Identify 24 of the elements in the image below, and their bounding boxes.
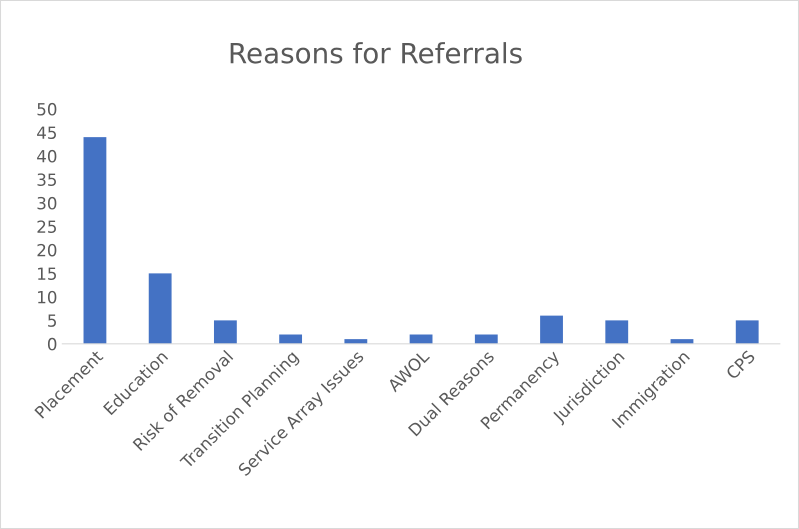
bar: [279, 334, 302, 344]
bar: [84, 137, 106, 344]
bar: [214, 320, 237, 344]
bar: [344, 339, 368, 344]
y-tick-label: 30: [38, 196, 56, 210]
bar: [410, 334, 432, 344]
y-tick-label: 10: [38, 290, 56, 304]
bar: [605, 320, 628, 344]
chart-title: Reasons for Referrals: [230, 42, 522, 64]
y-tick-label: 50: [38, 102, 56, 116]
y-tick-label: 20: [37, 244, 56, 256]
x-tick-label: CPS: [725, 350, 756, 380]
bar: [148, 273, 172, 344]
bar: [670, 339, 694, 344]
y-tick-label: 35: [38, 173, 56, 186]
y-tick-label: 25: [37, 220, 56, 233]
y-tick-label: 40: [37, 150, 56, 163]
y-tick-label: 0: [48, 338, 56, 350]
y-tick-label: 45: [37, 126, 56, 140]
y-tick-label: 5: [48, 314, 56, 327]
bar: [474, 334, 498, 344]
y-tick-label: 15: [38, 268, 56, 280]
bar: [736, 320, 759, 344]
bar: [540, 316, 563, 344]
